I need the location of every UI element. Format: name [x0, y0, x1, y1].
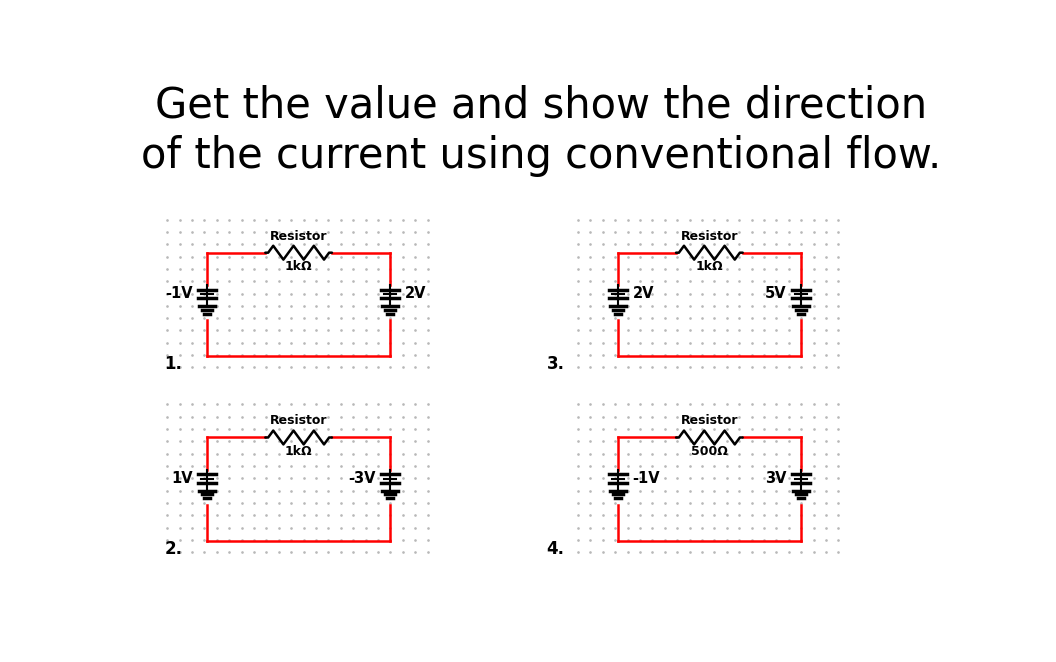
Text: 1kΩ: 1kΩ: [696, 260, 723, 273]
Text: Resistor: Resistor: [681, 230, 738, 243]
Text: -3V: -3V: [347, 471, 375, 486]
Text: 1kΩ: 1kΩ: [285, 445, 313, 458]
Text: Resistor: Resistor: [681, 414, 738, 428]
Text: 2.: 2.: [165, 540, 183, 558]
Text: 3.: 3.: [547, 355, 565, 373]
Text: Resistor: Resistor: [270, 230, 327, 243]
Text: 4.: 4.: [547, 540, 565, 558]
Text: 5V: 5V: [765, 287, 786, 301]
Text: 2V: 2V: [404, 287, 427, 301]
Text: -1V: -1V: [633, 471, 660, 486]
Text: 1.: 1.: [165, 355, 183, 373]
Text: 3V: 3V: [765, 471, 786, 486]
Text: 500Ω: 500Ω: [691, 445, 728, 458]
Text: 2V: 2V: [633, 287, 654, 301]
Text: -1V: -1V: [165, 287, 192, 301]
Text: 1V: 1V: [171, 471, 192, 486]
Text: Resistor: Resistor: [270, 414, 327, 428]
Text: 1kΩ: 1kΩ: [285, 260, 313, 273]
Text: Get the value and show the direction
of the current using conventional flow.: Get the value and show the direction of …: [142, 85, 941, 177]
